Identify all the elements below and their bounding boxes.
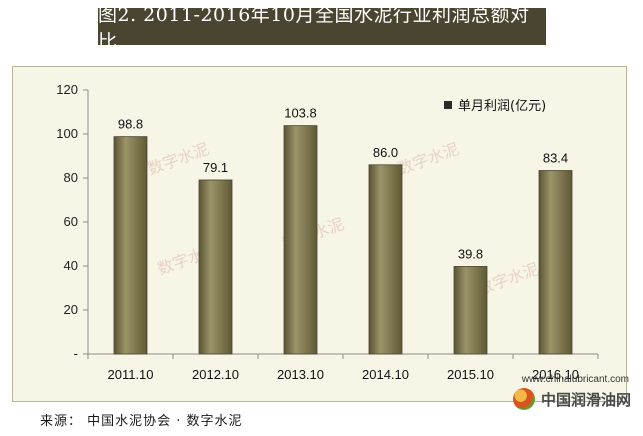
chart-title: 图2. 2011-2016年10月全国水泥行业利润总额对比 <box>98 4 546 53</box>
data-label: 39.8 <box>458 246 483 261</box>
data-label: 79.1 <box>203 160 228 175</box>
x-tick-label: 2015.10 <box>447 367 494 382</box>
logo-icon <box>512 388 535 410</box>
bar <box>198 179 233 355</box>
watermark-logo-text: 中国润滑油网 <box>540 390 631 409</box>
bar <box>538 170 573 355</box>
source-note: 来源： 中国水泥协会 · 数字水泥 <box>40 414 243 429</box>
bar <box>113 136 148 355</box>
watermark-logo: 中国润滑油网 <box>512 388 631 410</box>
x-tick-label: 2012.10 <box>192 367 239 382</box>
y-tick-label: 80 <box>64 170 78 185</box>
x-tick-label: 2013.10 <box>277 367 324 382</box>
watermark-site: www.chinalubricant.com <box>521 374 629 385</box>
y-tick-label: 100 <box>56 126 78 141</box>
data-label: 98.8 <box>118 117 143 132</box>
y-tick-label: 20 <box>64 302 78 317</box>
watermark-stamp: 数字水泥 <box>395 139 462 179</box>
bar <box>283 125 318 355</box>
data-label: 103.8 <box>284 106 317 121</box>
x-tick-label: 2016.10 <box>532 367 579 382</box>
bar <box>453 266 488 355</box>
y-tick-label: - <box>74 346 78 361</box>
legend-swatch <box>444 101 452 109</box>
x-tick-label: 2011.10 <box>107 367 153 382</box>
data-label: 83.4 <box>543 151 568 166</box>
x-tick-label: 2014.10 <box>362 367 409 382</box>
y-tick-label: 40 <box>64 258 78 273</box>
bar <box>368 164 403 355</box>
data-label: 86.0 <box>373 145 398 160</box>
y-tick-label: 60 <box>64 214 78 229</box>
legend-label: 单月利润(亿元) <box>458 99 546 114</box>
watermark-stamp: 数字水泥 <box>145 139 212 179</box>
y-tick-label: 120 <box>56 82 78 97</box>
